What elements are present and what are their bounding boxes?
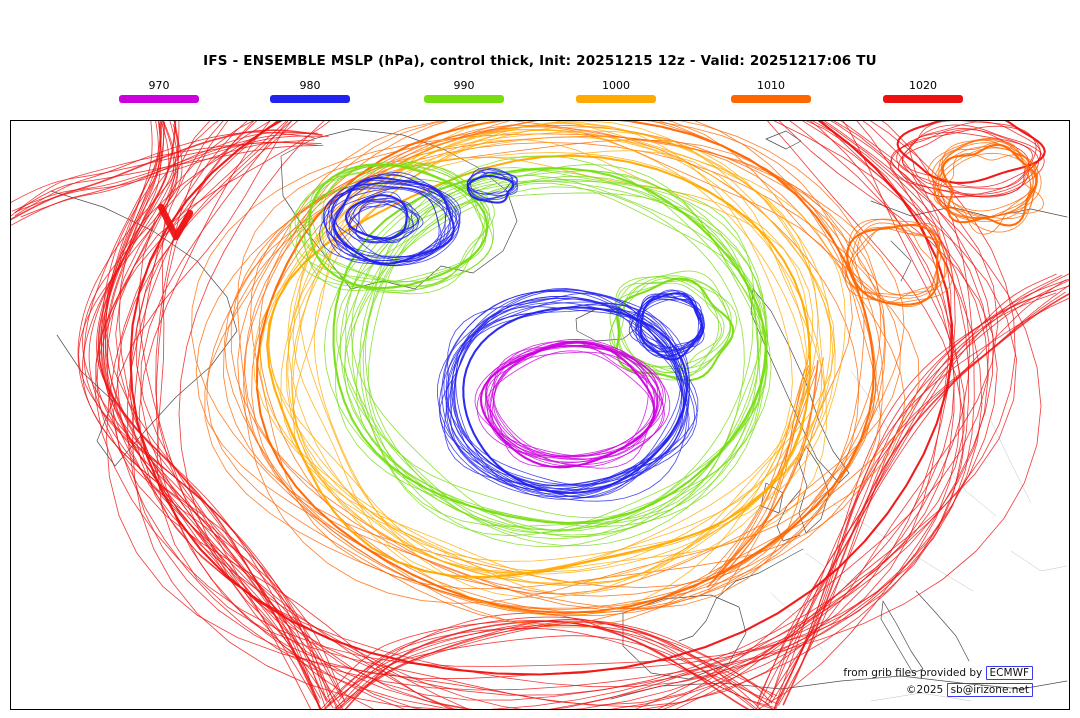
attribution-line-source: from grib files provided by ECMWF — [843, 665, 1033, 682]
legend-label: 1010 — [757, 79, 785, 92]
legend-swatch-990 — [424, 95, 504, 103]
legend-swatch-1000 — [576, 95, 656, 103]
legend-item-1020: 1020 — [883, 79, 963, 103]
legend-label: 980 — [299, 79, 321, 92]
legend-item-980: 980 — [270, 79, 350, 103]
legend-swatch-1010 — [731, 95, 811, 103]
ecmwf-link[interactable]: ECMWF — [985, 666, 1033, 680]
legend-label: 1000 — [602, 79, 630, 92]
legend-swatch-970 — [119, 95, 199, 103]
attribution-line-copyright: ©2025 sb@irizone.net — [843, 682, 1033, 699]
legend-swatch-1020 — [883, 95, 963, 103]
legend-item-970: 970 — [119, 79, 199, 103]
legend: 970 980 990 1000 1010 1020 — [0, 0, 1080, 120]
map-title: IFS - ENSEMBLE MSLP (hPa), control thick… — [203, 53, 877, 69]
author-link[interactable]: sb@irizone.net — [946, 683, 1033, 697]
weather-map: from grib files provided by ECMWF ©2025 … — [10, 120, 1070, 710]
legend-swatch-980 — [270, 95, 350, 103]
legend-label: 990 — [453, 79, 475, 92]
attribution: from grib files provided by ECMWF ©2025 … — [843, 665, 1033, 699]
legend-label: 1020 — [909, 79, 937, 92]
legend-item-1010: 1010 — [731, 79, 811, 103]
legend-item-1000: 1000 — [576, 79, 656, 103]
contour-canvas — [11, 121, 1069, 709]
attribution-text: from grib files provided by — [843, 667, 986, 679]
legend-item-990: 990 — [424, 79, 504, 103]
legend-label: 970 — [148, 79, 170, 92]
copyright-text: ©2025 — [906, 684, 947, 696]
